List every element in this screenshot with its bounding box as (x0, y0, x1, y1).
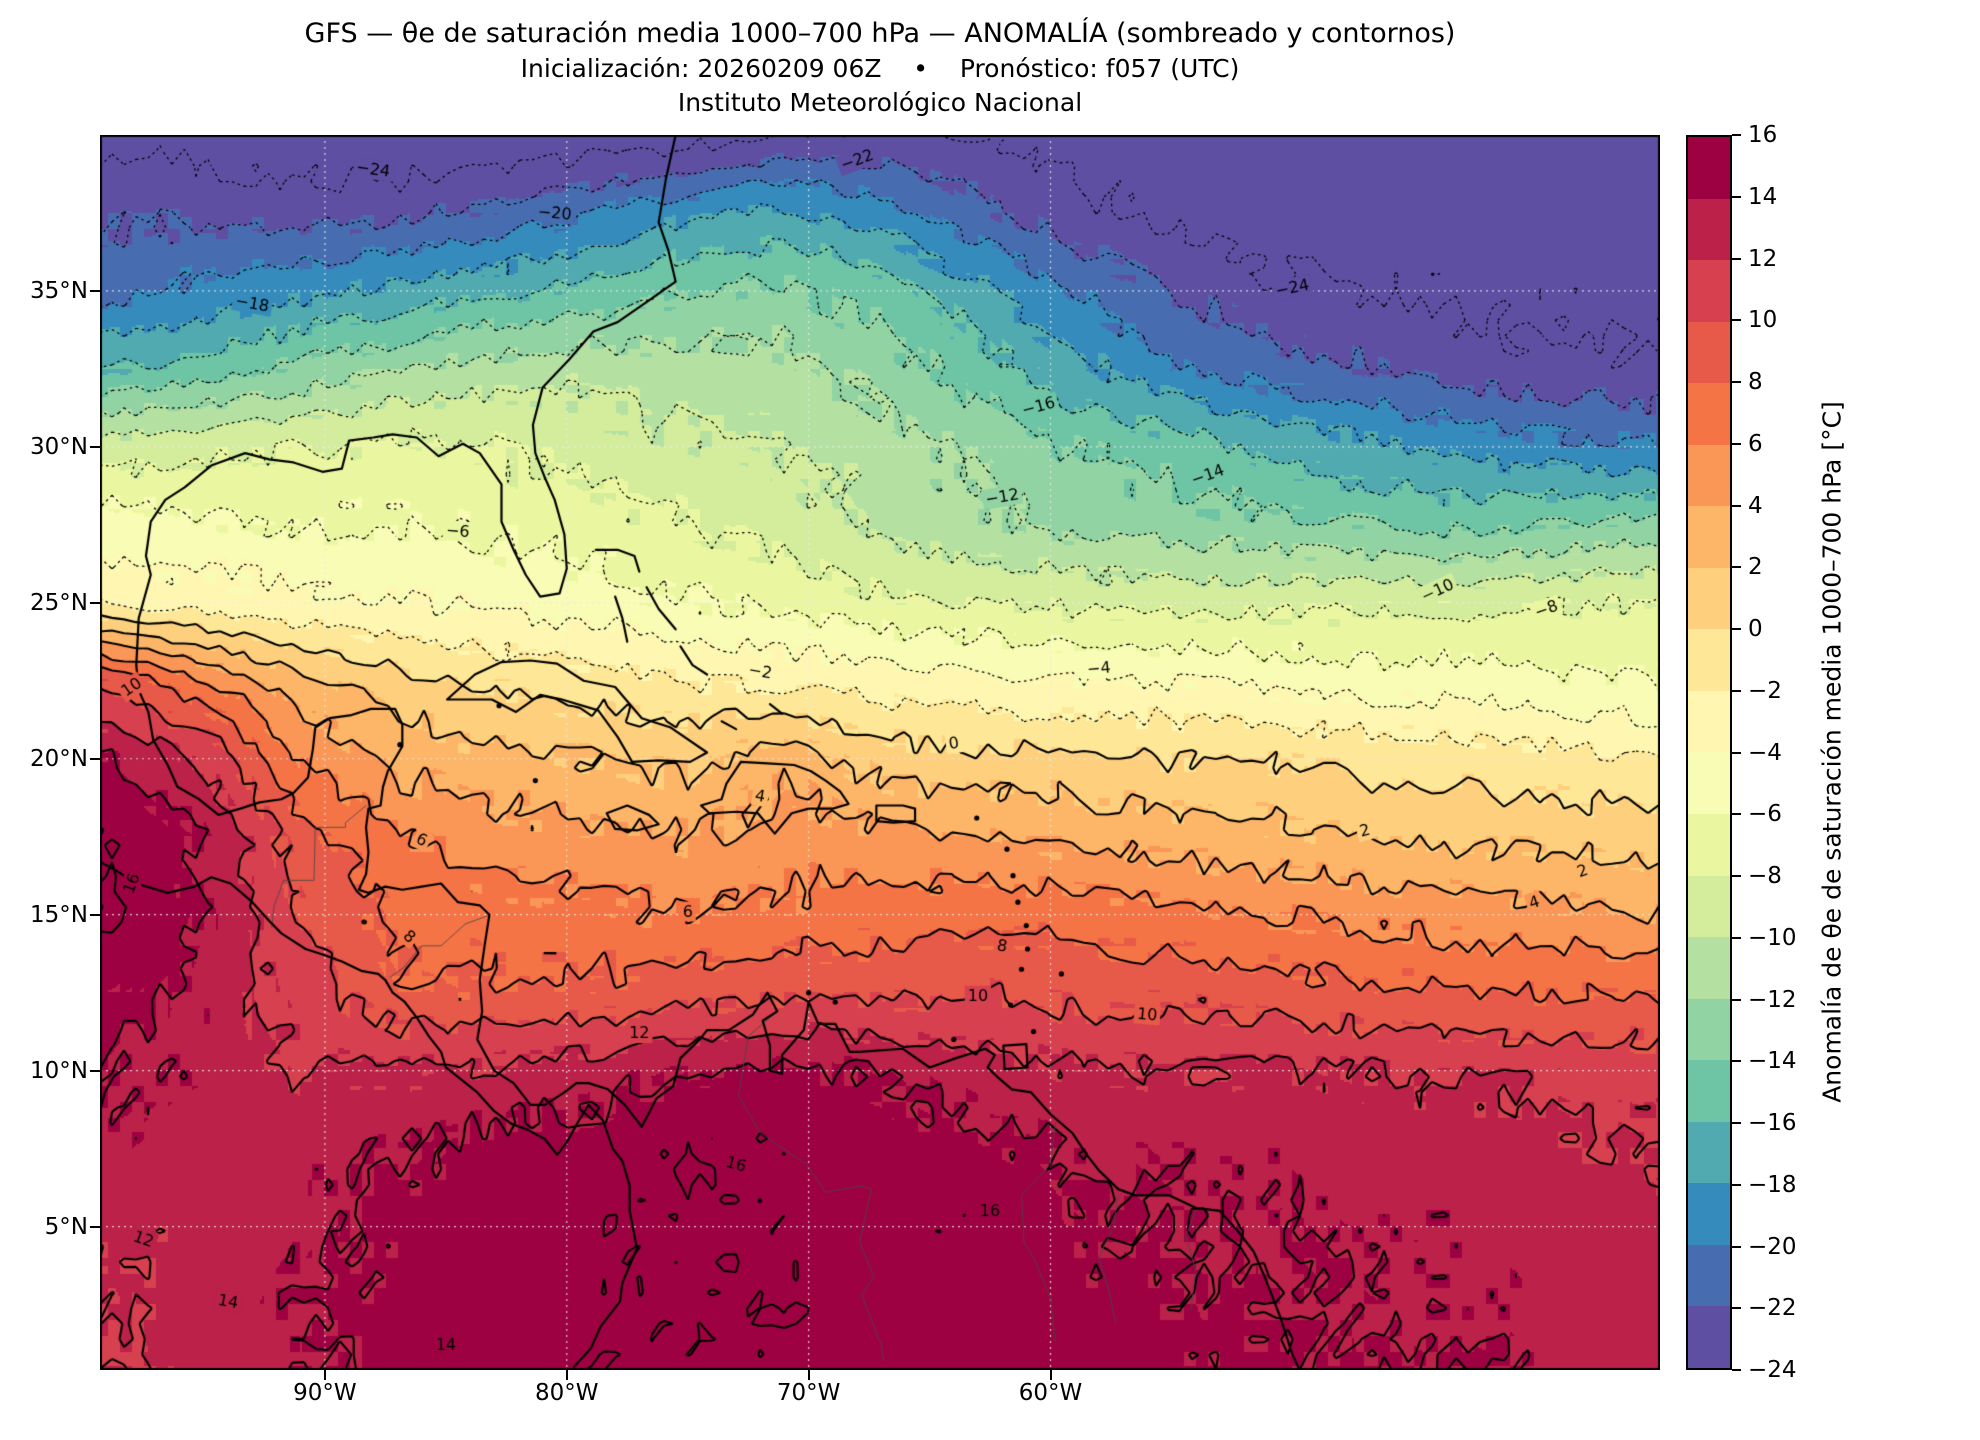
colorbar-tick-label: 2 (1748, 554, 1763, 581)
x-tick-label: 70°W (776, 1380, 841, 1406)
colorbar-tick-label: −4 (1748, 739, 1782, 766)
map-canvas (100, 135, 1660, 1370)
colorbar-tick-mark (1732, 381, 1741, 383)
colorbar-tick-label: 0 (1748, 616, 1763, 642)
x-tick-label: 60°W (1018, 1380, 1083, 1406)
colorbar-tick-label: 16 (1748, 122, 1778, 148)
colorbar-tick-mark (1732, 1245, 1741, 1248)
y-tick-label: 20°N (30, 745, 88, 772)
colorbar-label: Anomalía de θe de saturación media 1000–… (1817, 401, 1847, 1103)
colorbar-tick-mark (1732, 1369, 1741, 1371)
colorbar-segment (1688, 1183, 1730, 1245)
x-tick-label: 80°W (535, 1380, 599, 1406)
colorbar-tick-mark (1732, 751, 1741, 754)
y-tick-mark (90, 601, 100, 604)
y-tick-label: 5°N (44, 1213, 88, 1240)
colorbar-segment (1688, 1121, 1730, 1184)
colorbar-tick-mark (1732, 195, 1741, 198)
y-tick-label: 30°N (30, 433, 88, 460)
colorbar-tick-mark (1732, 566, 1741, 569)
colorbar-tick-label: −20 (1748, 1233, 1797, 1260)
x-tick-mark (323, 1370, 326, 1380)
colorbar-tick-mark (1732, 875, 1741, 877)
colorbar-segment (1688, 383, 1730, 445)
colorbar-segment (1688, 629, 1730, 691)
figure-header: GFS — θe de saturación media 1000–700 hP… (100, 16, 1660, 120)
y-tick-label: 25°N (30, 589, 88, 616)
colorbar-tick-mark (1732, 257, 1741, 260)
colorbar-tick-mark (1732, 134, 1741, 136)
colorbar-segment (1688, 875, 1730, 938)
colorbar-tick-mark (1732, 1122, 1741, 1124)
y-tick-mark (90, 1069, 100, 1072)
colorbar-tick-label: 6 (1748, 430, 1763, 457)
y-tick-label: 15°N (30, 901, 88, 928)
colorbar-tick-label: 8 (1748, 369, 1763, 395)
colorbar-tick-mark (1732, 504, 1741, 507)
colorbar-segment (1688, 444, 1730, 507)
colorbar-segment (1688, 567, 1730, 630)
colorbar-tick-mark (1732, 1060, 1741, 1063)
y-tick-label: 10°N (30, 1057, 88, 1084)
colorbar-tick-mark (1732, 689, 1741, 692)
x-tick-mark (807, 1370, 810, 1380)
colorbar-tick-label: 14 (1748, 183, 1778, 210)
colorbar-segment (1688, 998, 1730, 1061)
colorbar-tick-mark (1732, 1307, 1741, 1310)
colorbar-tick-label: −8 (1748, 863, 1782, 889)
colorbar-tick-label: 12 (1748, 245, 1778, 272)
figure-title: GFS — θe de saturación media 1000–700 hP… (304, 18, 1456, 49)
colorbar-tick-label: −16 (1748, 1110, 1797, 1136)
institution-line: Instituto Meteorológico Nacional (677, 88, 1083, 117)
colorbar-tick-label: −24 (1748, 1357, 1797, 1383)
colorbar-tick-label: −6 (1748, 801, 1782, 828)
colorbar-segment (1688, 321, 1730, 384)
colorbar-tick-mark (1732, 813, 1741, 816)
colorbar-segment (1688, 690, 1730, 753)
colorbar (1686, 135, 1732, 1370)
colorbar-segment (1688, 260, 1730, 322)
colorbar-tick-label: −22 (1748, 1295, 1797, 1322)
x-tick-mark (1049, 1370, 1052, 1380)
colorbar-tick-label: −12 (1748, 986, 1797, 1013)
x-tick-label: 90°W (293, 1380, 357, 1406)
colorbar-tick-label: −10 (1748, 924, 1797, 951)
y-tick-mark (90, 1225, 100, 1228)
colorbar-segment (1688, 137, 1730, 199)
colorbar-segment (1688, 1060, 1730, 1122)
y-tick-mark (90, 445, 100, 448)
colorbar-tick-mark (1732, 998, 1741, 1001)
colorbar-tick-mark (1732, 1183, 1741, 1186)
colorbar-segment (1688, 814, 1730, 876)
colorbar-tick-mark (1732, 319, 1741, 322)
figure-subtitle: Inicialización: 20260209 06Z • Pronóstic… (520, 54, 1240, 83)
x-tick-mark (565, 1370, 568, 1380)
y-tick-mark (90, 913, 100, 916)
colorbar-segment (1688, 506, 1730, 568)
y-tick-mark (90, 757, 100, 760)
colorbar-tick-mark (1732, 936, 1741, 939)
colorbar-tick-label: 10 (1748, 307, 1778, 334)
colorbar-segment (1688, 752, 1730, 815)
colorbar-segment (1688, 1306, 1730, 1368)
y-tick-mark (90, 289, 100, 292)
colorbar-tick-mark (1732, 442, 1741, 445)
colorbar-tick-label: −14 (1748, 1048, 1797, 1075)
colorbar-tick-label: −18 (1748, 1171, 1797, 1198)
colorbar-segment (1688, 937, 1730, 999)
colorbar-segment (1688, 198, 1730, 261)
colorbar-segment (1688, 1244, 1730, 1307)
colorbar-tick-label: 4 (1748, 492, 1763, 519)
colorbar-tick-label: −2 (1748, 677, 1782, 704)
y-tick-label: 35°N (30, 277, 88, 304)
colorbar-tick-mark (1732, 628, 1741, 630)
